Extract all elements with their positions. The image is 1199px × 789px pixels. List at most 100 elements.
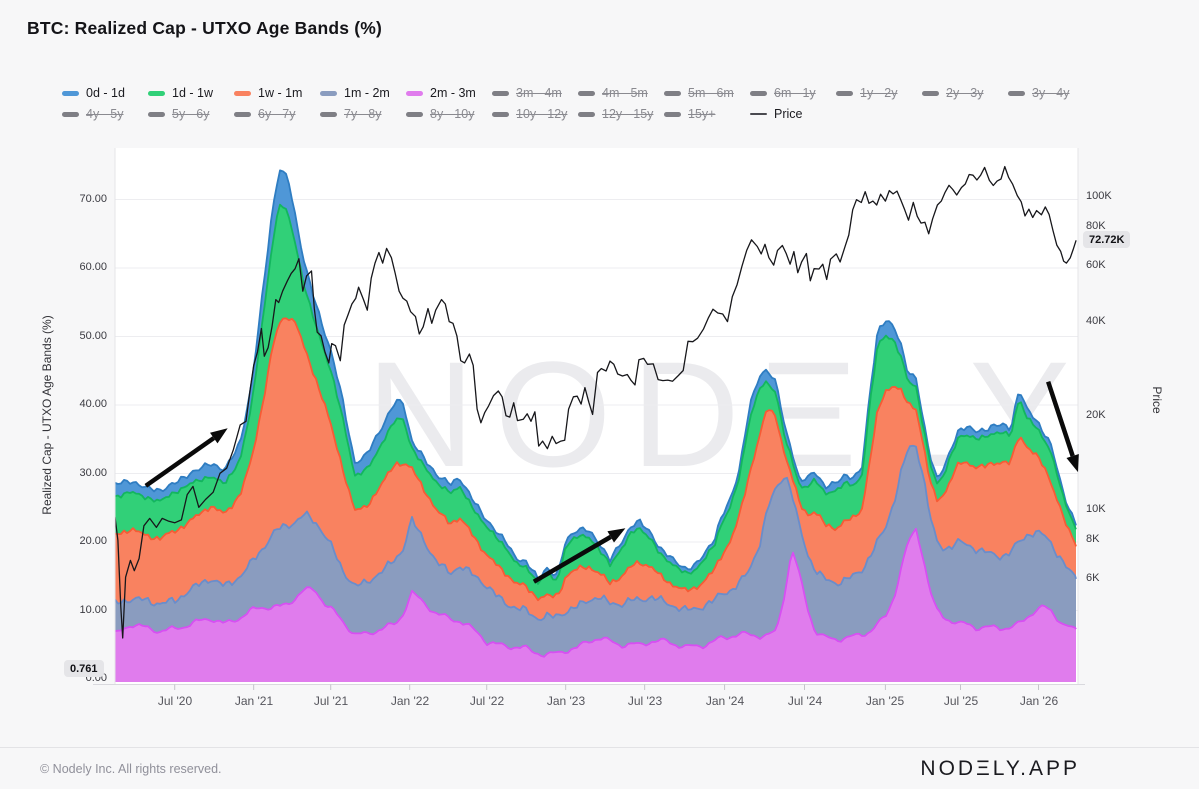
legend-color-swatch [922, 90, 939, 96]
arrow-annotation [1046, 381, 1079, 473]
legend-item-0d-1d[interactable]: 0d - 1d [62, 84, 148, 102]
legend-color-swatch [148, 111, 165, 117]
x-axis-tick: Jan '22 [390, 694, 430, 708]
legend-item-12y-15y[interactable]: 12y - 15y [578, 105, 664, 123]
right-axis-tick: 20K [1086, 409, 1106, 421]
left-axis-tick: 70.00 [79, 193, 107, 205]
legend-color-swatch [62, 111, 79, 117]
x-axis-tick: Jul '24 [787, 694, 823, 708]
legend-line-swatch [750, 113, 767, 115]
right-axis-tick: 6K [1086, 572, 1100, 584]
right-axis-tick: 40K [1086, 315, 1106, 327]
right-axis-tick: 8K [1086, 533, 1100, 545]
brand-logo: NODΞLY.APP [920, 756, 1080, 780]
x-axis-tick: Jul '20 [157, 694, 193, 708]
left-axis-tick: 30.00 [79, 467, 107, 479]
legend-item-3y-4y[interactable]: 3y - 4y [1008, 84, 1094, 102]
x-axis-tick: Jan '25 [865, 694, 905, 708]
legend-color-swatch [320, 111, 337, 117]
legend-label: 10y - 12y [516, 107, 568, 121]
right-axis-tick: 80K [1086, 220, 1106, 232]
legend-item-2y-3y[interactable]: 2y - 3y [922, 84, 1008, 102]
legend-item-6m-1y[interactable]: 6m - 1y [750, 84, 836, 102]
band-edge-1m-2m [115, 444, 1077, 622]
legend-item-8y-10y[interactable]: 8y - 10y [406, 105, 492, 123]
legend-item-5m-6m[interactable]: 5m - 6m [664, 84, 750, 102]
legend-color-swatch [836, 90, 853, 96]
legend-item-1d-1w[interactable]: 1d - 1w [148, 84, 234, 102]
band-edge-0d-1d [115, 169, 1077, 580]
legend-label: 5m - 6m [688, 86, 734, 100]
page-title: BTC: Realized Cap - UTXO Age Bands (%) [27, 18, 383, 38]
legend-color-swatch [664, 111, 681, 117]
copyright: © Nodely Inc. All rights reserved. [40, 761, 222, 776]
x-axis-tick: Jul '23 [627, 694, 663, 708]
right-axis-tick: 100K [1086, 190, 1112, 202]
left-current-value-badge: 0.761 [64, 660, 104, 677]
legend-color-swatch [578, 90, 595, 96]
legend-color-swatch [62, 90, 79, 96]
legend-item-5y-6y[interactable]: 5y - 6y [148, 105, 234, 123]
legend-label: 7y - 8y [344, 107, 382, 121]
legend-label: 4y - 5y [86, 107, 124, 121]
legend-item-10y-12y[interactable]: 10y - 12y [492, 105, 578, 123]
legend-color-swatch [664, 90, 681, 96]
legend-color-swatch [578, 111, 595, 117]
legend-color-swatch [1008, 90, 1025, 96]
legend-label: 4m - 5m [602, 86, 648, 100]
legend-color-swatch [750, 90, 767, 96]
legend-color-swatch [234, 90, 251, 96]
legend-label: 2m - 3m [430, 86, 476, 100]
legend-label: 12y - 15y [602, 107, 654, 121]
right-current-price-badge: 72.72K [1083, 231, 1131, 248]
legend-label: 5y - 6y [172, 107, 210, 121]
legend-label: 1d - 1w [172, 86, 213, 100]
legend-color-swatch [320, 90, 337, 96]
left-axis-tick: 10.00 [79, 604, 107, 616]
legend-item-4m-5m[interactable]: 4m - 5m [578, 84, 664, 102]
x-axis-tick: Jan '26 [1019, 694, 1059, 708]
arrow-annotation [532, 528, 626, 584]
x-axis-tick: Jan '23 [546, 694, 586, 708]
legend-label: 0d - 1d [86, 86, 125, 100]
band-edge-1w-1m [115, 317, 1077, 602]
band-area-2m-3m [115, 528, 1076, 682]
legend-item-7y-8y[interactable]: 7y - 8y [320, 105, 406, 123]
right-axis-tick: 60K [1086, 259, 1106, 271]
left-axis-tick: 40.00 [79, 398, 107, 410]
legend-label: 8y - 10y [430, 107, 475, 121]
legend-label: 1m - 2m [344, 86, 390, 100]
legend-color-swatch [492, 90, 509, 96]
legend-item-1y-2y[interactable]: 1y - 2y [836, 84, 922, 102]
legend-item-3m-4m[interactable]: 3m - 4m [492, 84, 578, 102]
legend: 0d - 1d 1d - 1w 1w - 1m 1m - 2m 2m - 3m 3m - … [62, 84, 1108, 123]
price-line [115, 165, 1077, 639]
legend-label: 3m - 4m [516, 86, 562, 100]
x-axis-tick: Jul '25 [943, 694, 979, 708]
legend-label: 1y - 2y [860, 86, 898, 100]
legend-label: 2y - 3y [946, 86, 984, 100]
left-axis-tick: 50.00 [79, 330, 107, 342]
right-axis-tick: 10K [1086, 503, 1106, 515]
plot-svg[interactable]: NODΞLY [0, 0, 1199, 745]
band-area-1m-2m [115, 445, 1076, 682]
legend-item-4y-5y[interactable]: 4y - 5y [62, 105, 148, 123]
legend-label: 3y - 4y [1032, 86, 1070, 100]
arrow-annotation [144, 428, 228, 488]
legend-item-15y+[interactable]: 15y+ [664, 105, 750, 123]
left-axis-title: Realized Cap - UTXO Age Bands (%) [40, 315, 54, 515]
legend-color-swatch [492, 111, 509, 117]
x-axis-tick: Jan '21 [234, 694, 274, 708]
legend-color-swatch [234, 111, 251, 117]
legend-item-1w-1m[interactable]: 1w - 1m [234, 84, 320, 102]
legend-item-6y-7y[interactable]: 6y - 7y [234, 105, 320, 123]
legend-item-1m-2m[interactable]: 1m - 2m [320, 84, 406, 102]
legend-color-swatch [406, 90, 423, 96]
legend-label: 6y - 7y [258, 107, 296, 121]
legend-item-price[interactable]: Price [750, 105, 836, 123]
legend-label: 1w - 1m [258, 86, 303, 100]
legend-label: Price [774, 107, 803, 121]
legend-label: 15y+ [688, 107, 716, 121]
legend-label: 6m - 1y [774, 86, 816, 100]
legend-item-2m-3m[interactable]: 2m - 3m [406, 84, 492, 102]
